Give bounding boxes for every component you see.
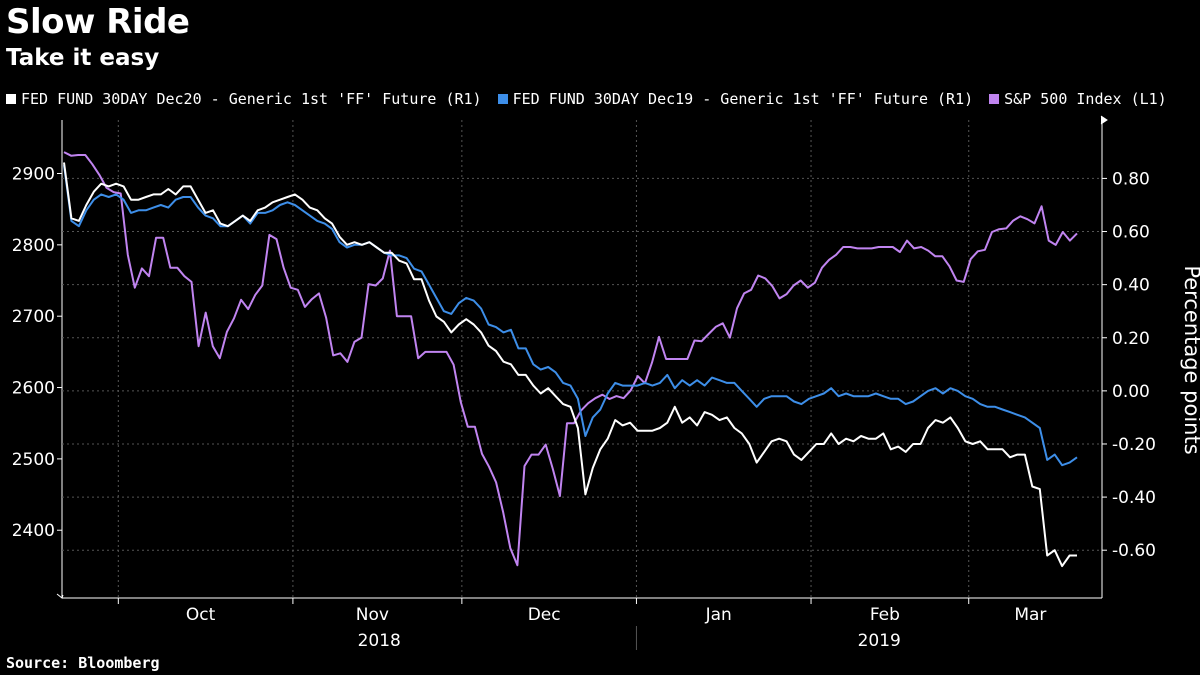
legend-label-dec20: FED FUND 30DAY Dec20 - Generic 1st 'FF' … [21, 90, 482, 108]
source-note: Source: Bloomberg [6, 654, 160, 672]
right-tick-label: 0.00 [1112, 382, 1150, 402]
x-month-label: Nov [356, 605, 389, 625]
sp500-line [63, 151, 1078, 567]
right-tick-label: -0.40 [1112, 488, 1156, 508]
right-tick-label: 0.60 [1112, 223, 1150, 243]
x-year-label: 2018 [358, 631, 401, 651]
right-axis-arrow [1100, 115, 1108, 125]
legend-item-sp500: S&P 500 Index (L1) [989, 90, 1167, 108]
chart-title: Slow Ride [6, 2, 190, 42]
left-tick-label: 2800 [12, 236, 55, 256]
right-axis-title: Percentage points [1180, 265, 1200, 454]
legend-label-sp500: S&P 500 Index (L1) [1004, 90, 1167, 108]
left-tick-label: 2600 [12, 379, 55, 399]
dec19-line [63, 164, 1078, 467]
legend-swatch-sp500 [989, 94, 1000, 104]
x-month-label: Dec [528, 605, 561, 625]
right-tick-label: -0.60 [1112, 541, 1156, 561]
legend: FED FUND 30DAY Dec20 - Generic 1st 'FF' … [6, 90, 1167, 108]
legend-swatch-dec19 [497, 94, 508, 104]
x-month-label: Feb [870, 605, 900, 625]
legend-label-dec19: FED FUND 30DAY Dec19 - Generic 1st 'FF' … [512, 90, 974, 108]
x-month-label: Mar [1014, 605, 1046, 625]
x-month-label: Jan [705, 605, 732, 625]
dec20-line [63, 162, 1077, 568]
left-tick-label: 2700 [12, 307, 55, 327]
left-tick-label: 2400 [12, 521, 55, 541]
legend-swatch-dec20 [6, 94, 16, 104]
x-month-label: Oct [186, 605, 216, 625]
x-year-label: 2019 [858, 631, 901, 651]
left-axis-arrow [56, 593, 64, 599]
chart-subtitle: Take it easy [6, 45, 160, 71]
right-tick-label: 0.80 [1112, 169, 1150, 189]
legend-item-dec20: FED FUND 30DAY Dec20 - Generic 1st 'FF' … [6, 90, 482, 108]
right-tick-label: 0.20 [1112, 329, 1150, 349]
right-tick-label: 0.40 [1112, 276, 1150, 296]
right-tick-label: -0.20 [1112, 435, 1156, 455]
left-tick-label: 2500 [12, 450, 55, 470]
left-tick-label: 2900 [12, 165, 55, 185]
legend-item-dec19: FED FUND 30DAY Dec19 - Generic 1st 'FF' … [497, 90, 974, 108]
